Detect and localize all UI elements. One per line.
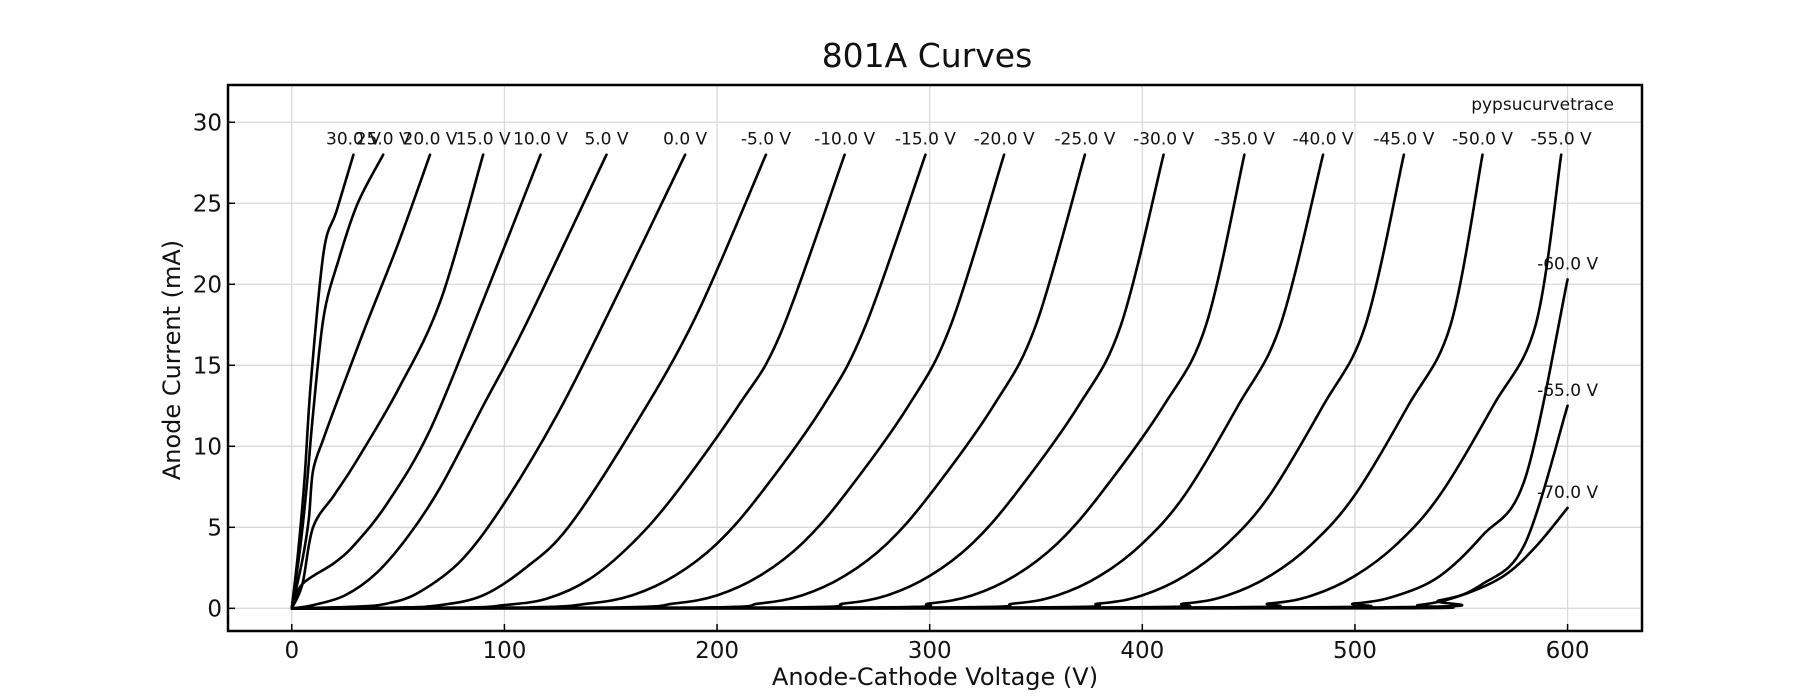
curve-20 — [290, 506, 1569, 610]
curve-label-11: -25.0 V — [1054, 130, 1115, 150]
curve-6 — [290, 153, 687, 610]
curve-14 — [290, 153, 1325, 610]
curve-label-8: -10.0 V — [814, 130, 875, 150]
curve-label-14: -40.0 V — [1293, 130, 1354, 150]
curve-label-19: -65.0 V — [1537, 381, 1598, 401]
y-tick-labels: 0 5 10 15 20 25 30 — [193, 110, 235, 622]
curve-label-9: -15.0 V — [895, 130, 956, 150]
curve-label-1: 25.0 V — [356, 130, 411, 150]
x-tick-label-4: 400 — [1120, 638, 1164, 664]
curves — [290, 153, 1569, 610]
grid-lines — [228, 85, 1642, 631]
curve-12 — [290, 153, 1165, 610]
curve-label-15: -45.0 V — [1373, 130, 1434, 150]
curve-label-20: -70.0 V — [1537, 483, 1598, 503]
curve-label-7: -5.0 V — [741, 130, 792, 150]
curve-label-2: 20.0 V — [403, 130, 458, 150]
curve-label-16: -50.0 V — [1452, 130, 1513, 150]
curve-9 — [290, 153, 927, 610]
x-tick-label-2: 200 — [695, 638, 739, 664]
y-tick-label-3: 15 — [193, 353, 222, 379]
curve-3 — [290, 153, 485, 610]
x-tick-label-1: 100 — [482, 638, 526, 664]
curve-label-4: 10.0 V — [513, 130, 568, 150]
curve-4 — [290, 153, 542, 610]
y-tick-label-1: 5 — [207, 515, 222, 541]
curve-7 — [290, 153, 768, 610]
curve-label-0: 30.0 V — [326, 130, 381, 150]
curve-label-10: -20.0 V — [974, 130, 1035, 150]
curve-10 — [290, 153, 1006, 610]
x-tick-labels: 0 100 200 300 400 500 600 — [284, 624, 1590, 664]
curve-5 — [290, 153, 608, 610]
x-tick-label-3: 300 — [908, 638, 952, 664]
curve-11 — [290, 153, 1087, 610]
curve-label-18: -60.0 V — [1537, 254, 1598, 274]
curve-label-17: -55.0 V — [1531, 130, 1592, 150]
curve-label-5: 5.0 V — [584, 130, 628, 150]
y-axis-label: Anode Current (mA) — [158, 240, 186, 480]
x-tick-label-5: 500 — [1333, 638, 1377, 664]
curve-label-12: -30.0 V — [1133, 130, 1194, 150]
curve-labels: 30.0 V25.0 V20.0 V15.0 V 10.0 V 5.0 V 0.0 V… — [326, 130, 1598, 503]
annotation-label: pypsucurvetrace — [1471, 95, 1614, 115]
chart-title: 801A Curves — [822, 36, 1033, 75]
x-axis-label: Anode-Cathode Voltage (V) — [772, 663, 1098, 691]
x-tick-label-0: 0 — [284, 638, 299, 664]
curve-label-13: -35.0 V — [1214, 130, 1275, 150]
curve-15 — [290, 153, 1406, 610]
curve-label-6: 0.0 V — [663, 130, 707, 150]
y-tick-label-4: 20 — [193, 272, 222, 298]
y-tick-label-2: 10 — [193, 434, 222, 460]
curve-17 — [290, 153, 1563, 610]
plot-frame — [226, 83, 1644, 633]
curve-1 — [290, 153, 385, 610]
y-tick-label-6: 30 — [193, 110, 222, 136]
curve-2 — [290, 153, 432, 610]
curve-0 — [290, 153, 355, 610]
curve-label-3: 15.0 V — [456, 130, 511, 150]
curve-13 — [290, 153, 1246, 610]
y-tick-label-5: 25 — [193, 191, 222, 217]
x-tick-label-6: 600 — [1546, 638, 1590, 664]
y-tick-label-0: 0 — [207, 596, 222, 622]
curve-8 — [290, 153, 846, 610]
curve-16 — [290, 153, 1484, 610]
